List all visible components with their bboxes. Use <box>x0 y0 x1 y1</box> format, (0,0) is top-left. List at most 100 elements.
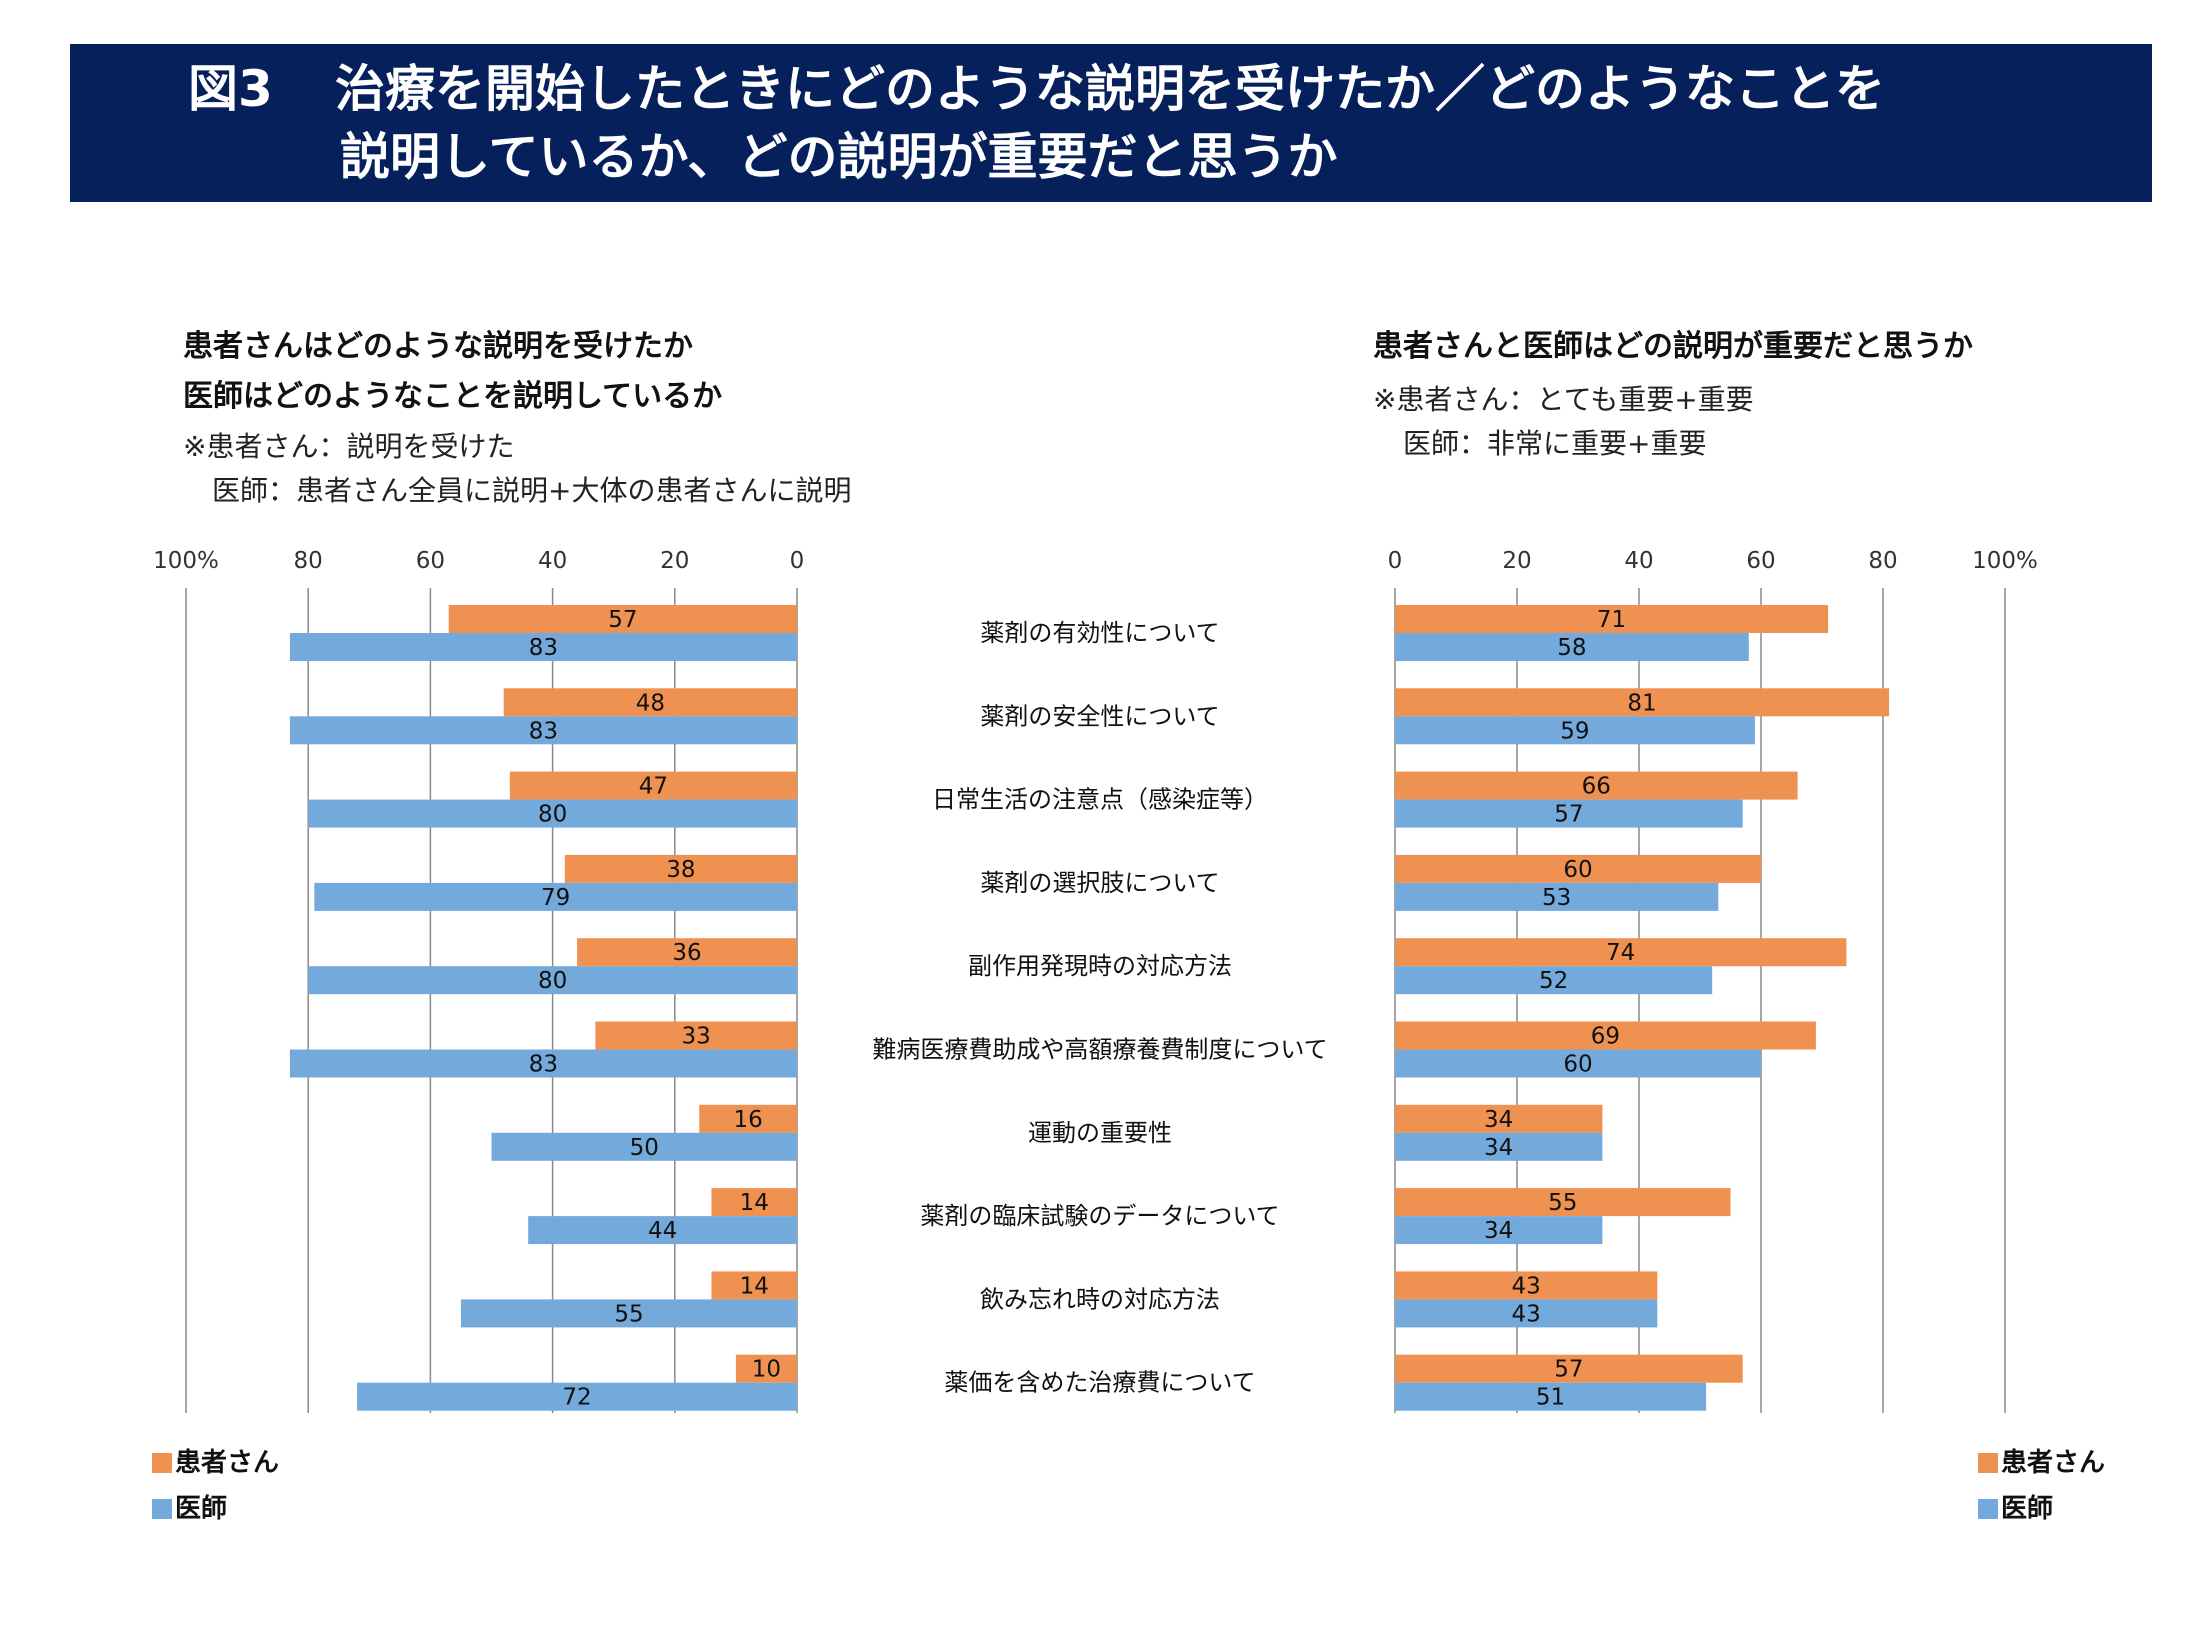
left-data-label: 80 <box>538 968 567 994</box>
right-bar-doctor <box>1395 1382 1707 1411</box>
right-bar-patient <box>1395 938 1847 967</box>
right-legend-patient-label: 患者さん <box>2001 1448 2106 1478</box>
left-data-label: 47 <box>639 774 668 800</box>
right-data-label: 57 <box>1554 1357 1583 1383</box>
category-label: 薬剤の選択肢について <box>980 869 1219 897</box>
left-chart-title-line2: 医師はどのようなことを説明しているか <box>183 379 723 414</box>
category-label: 薬価を含めた治療費について <box>944 1369 1255 1397</box>
right-data-label: 81 <box>1627 690 1656 716</box>
right-data-label: 52 <box>1539 968 1568 994</box>
right-tick-label: 0 <box>1388 548 1403 574</box>
patient-swatch <box>152 1453 172 1473</box>
left-chart-note-2: 医師：患者さん全員に説明+大体の患者さんに説明 <box>212 474 852 507</box>
right-bar-doctor <box>1395 966 1713 995</box>
figure-label: 図3 <box>188 60 273 118</box>
left-data-label: 83 <box>529 718 558 744</box>
left-data-label: 79 <box>541 885 570 911</box>
category-label: 難病医療費助成や高額療養費制度について <box>872 1036 1327 1064</box>
right-data-label: 59 <box>1560 718 1589 744</box>
category-label: 薬剤の臨床試験のデータについて <box>920 1202 1279 1230</box>
title-line-2: 説明しているか、どの説明が重要だと思うか <box>340 128 1338 186</box>
left-bar-patient <box>509 771 797 800</box>
right-bar-patient <box>1395 605 1829 633</box>
left-data-label: 50 <box>630 1135 659 1161</box>
left-data-label: 14 <box>740 1273 769 1299</box>
left-bar-doctor <box>314 882 797 911</box>
right-data-label: 34 <box>1484 1218 1513 1244</box>
left-data-label: 57 <box>608 607 637 633</box>
left-legend-doctor: 医師 <box>152 1496 227 1522</box>
right-bar-patient <box>1395 1354 1743 1383</box>
left-data-label: 55 <box>614 1301 643 1327</box>
left-data-label: 33 <box>682 1024 711 1050</box>
right-bar-patient <box>1395 1188 1731 1217</box>
right-bar-doctor <box>1395 633 1749 661</box>
right-data-label: 66 <box>1582 774 1611 800</box>
right-bar-doctor <box>1395 1049 1761 1078</box>
left-bar-patient <box>448 605 797 633</box>
left-tick-label: 0 <box>790 548 805 574</box>
right-data-label: 60 <box>1563 1052 1592 1078</box>
left-chart-note-1: ※患者さん：説明を受けた <box>183 430 515 463</box>
left-bar-patient <box>699 1104 797 1133</box>
right-data-label: 69 <box>1591 1024 1620 1050</box>
right-chart-title: 患者さんと医師はどの説明が重要だと思うか <box>1373 329 1973 364</box>
right-data-label: 53 <box>1542 885 1571 911</box>
right-bar-doctor <box>1395 1299 1658 1328</box>
right-bar-patient <box>1395 854 1761 883</box>
left-legend-patient: 患者さん <box>152 1450 279 1476</box>
right-bar-doctor <box>1395 799 1743 828</box>
left-bar-patient <box>503 688 797 717</box>
left-chart-title: 患者さんはどのような説明を受けたか <box>183 329 693 364</box>
right-chart-note-1: ※患者さん：とても重要+重要 <box>1373 383 1754 416</box>
right-data-label: 34 <box>1484 1135 1513 1161</box>
left-bar-doctor <box>289 1049 797 1078</box>
right-data-label: 74 <box>1606 940 1635 966</box>
right-tick-label: 60 <box>1746 548 1775 574</box>
right-bar-doctor <box>1395 1132 1603 1161</box>
category-label: 日常生活の注意点（感染症等） <box>932 786 1268 814</box>
left-bar-patient <box>735 1354 797 1383</box>
left-data-label: 72 <box>562 1385 591 1411</box>
right-bar-patient <box>1395 1021 1816 1050</box>
left-bar-doctor <box>528 1216 797 1245</box>
right-legend-doctor-label: 医師 <box>2001 1494 2054 1524</box>
left-bar-patient <box>711 1271 797 1300</box>
left-data-label: 36 <box>672 940 701 966</box>
right-data-label: 43 <box>1512 1301 1541 1327</box>
left-bar-doctor <box>289 716 797 745</box>
right-tick-label: 80 <box>1868 548 1897 574</box>
left-legend-doctor-label: 医師 <box>175 1494 228 1524</box>
doctor-swatch <box>1978 1499 1998 1519</box>
category-label: 薬剤の有効性について <box>980 619 1219 647</box>
right-bar-patient <box>1395 771 1798 800</box>
right-data-label: 55 <box>1548 1190 1577 1216</box>
category-label: 薬剤の安全性について <box>980 702 1219 730</box>
right-bar-doctor <box>1395 1216 1603 1245</box>
left-bar-patient <box>564 854 797 883</box>
left-tick-label: 40 <box>538 548 567 574</box>
left-data-label: 80 <box>538 802 567 828</box>
doctor-swatch <box>152 1499 172 1519</box>
category-label: 飲み忘れ時の対応方法 <box>980 1285 1220 1313</box>
left-data-label: 10 <box>752 1357 781 1383</box>
right-data-label: 60 <box>1563 857 1592 883</box>
left-data-label: 83 <box>529 635 558 661</box>
left-tick-label: 80 <box>294 548 323 574</box>
left-data-label: 48 <box>636 690 665 716</box>
left-bar-doctor <box>491 1132 797 1161</box>
left-bar-doctor <box>289 633 797 661</box>
right-data-label: 51 <box>1536 1385 1565 1411</box>
left-bar-patient <box>577 938 797 967</box>
right-bar-patient <box>1395 688 1890 717</box>
right-tick-label: 20 <box>1502 548 1531 574</box>
left-data-label: 14 <box>740 1190 769 1216</box>
left-tick-label: 60 <box>416 548 445 574</box>
right-tick-label: 40 <box>1624 548 1653 574</box>
right-data-label: 71 <box>1597 607 1626 633</box>
right-data-label: 57 <box>1554 802 1583 828</box>
right-data-label: 58 <box>1557 635 1586 661</box>
left-data-label: 16 <box>733 1107 762 1133</box>
right-bar-patient <box>1395 1271 1658 1300</box>
